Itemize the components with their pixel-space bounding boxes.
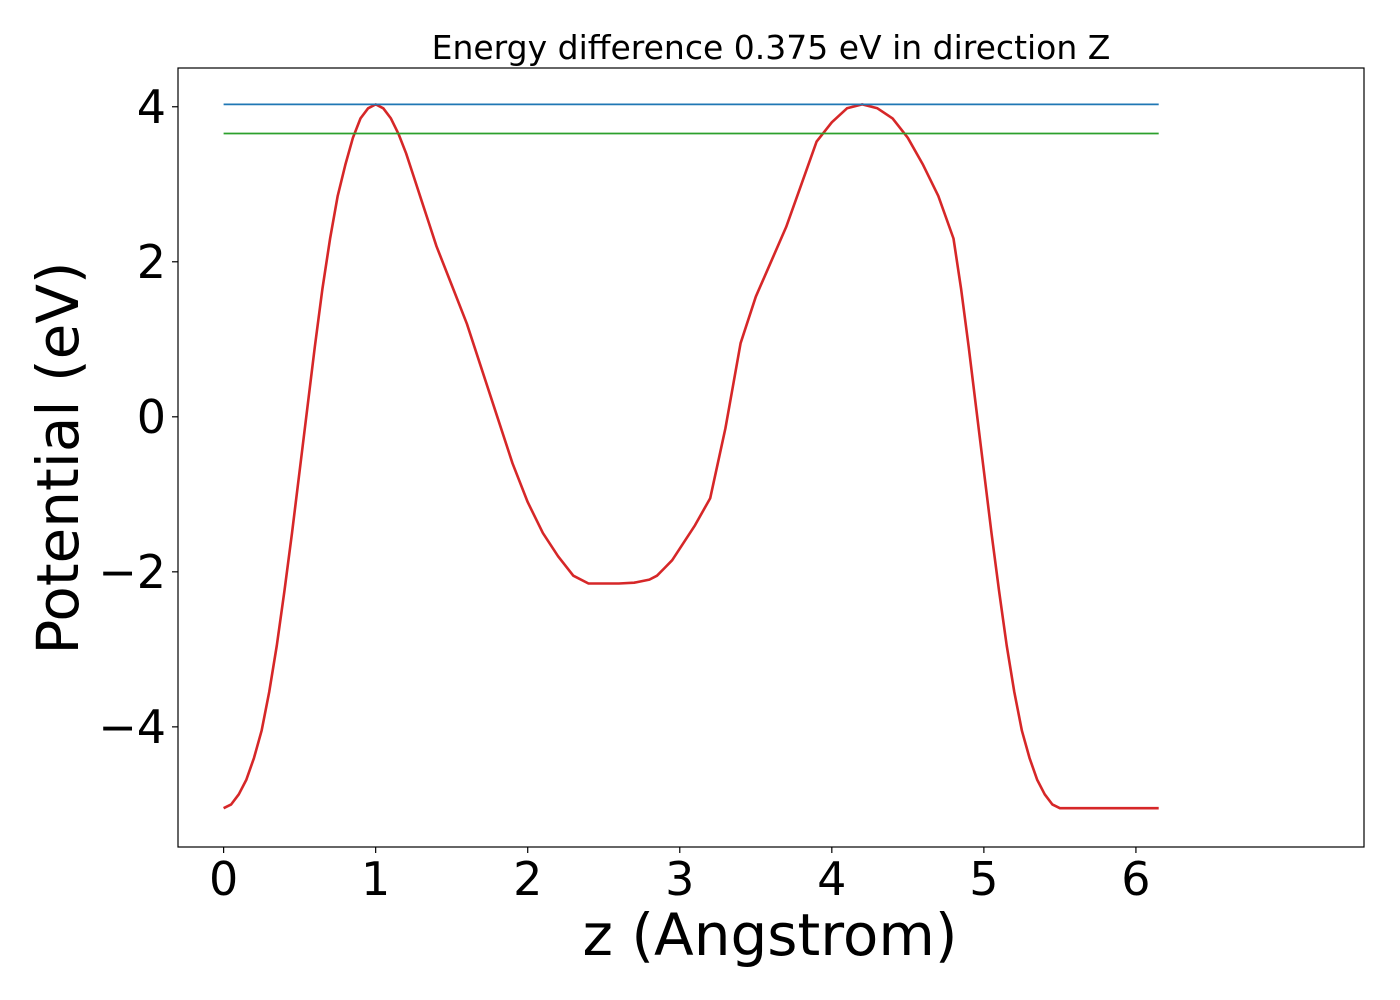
x-tick-label: 2 — [513, 852, 542, 906]
y-tick-label: 4 — [137, 80, 166, 134]
x-tick-label: 1 — [361, 852, 390, 906]
plot-frame — [177, 67, 1365, 848]
y-tick-label: 2 — [137, 235, 166, 289]
y-tick-label: −4 — [98, 700, 166, 754]
y-axis-label: Potential (eV) — [24, 261, 92, 654]
y-tick-label: −2 — [98, 545, 166, 599]
y-tick-label: 0 — [137, 390, 166, 444]
x-tick-label: 3 — [665, 852, 694, 906]
series-line-1 — [223, 103, 1159, 810]
x-tick-label: 0 — [209, 852, 238, 906]
x-tick-label: 5 — [969, 852, 998, 906]
chart-title: Energy difference 0.375 eV in direction … — [432, 28, 1111, 67]
series-group — [223, 103, 1159, 810]
x-tick-label: 4 — [817, 852, 846, 906]
x-axis-label: z (Angstrom) — [583, 901, 958, 969]
x-tick-label: 6 — [1121, 852, 1150, 906]
